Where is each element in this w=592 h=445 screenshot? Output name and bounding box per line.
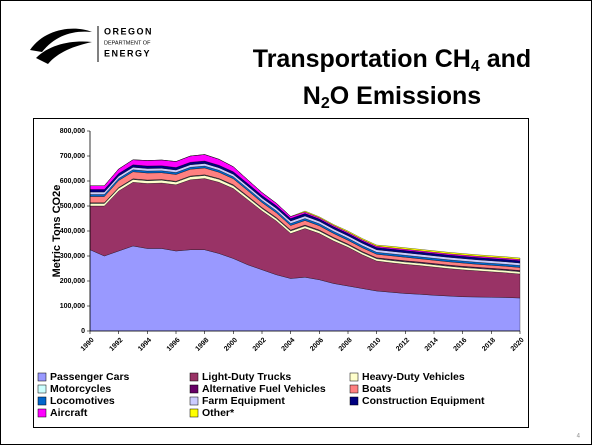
y-tick-label: 0 <box>81 328 85 335</box>
legend-label: Other* <box>202 407 235 419</box>
y-axis-label: Metric Tons CO2e <box>51 185 63 278</box>
legend-swatch <box>37 372 47 382</box>
legend-label: Light-Duty Trucks <box>202 371 291 383</box>
chart: 0 100,000 200,000 300,000 400,000 500,000 600,… <box>37 128 526 419</box>
slide-title: Transportation CH4 and <box>253 45 531 76</box>
y-tick-label: 200,000 <box>60 278 85 285</box>
slide-title: N2O Emissions <box>303 82 481 113</box>
logo-text: ENERGY <box>104 48 151 58</box>
legend-swatch <box>349 372 359 382</box>
y-tick-label: 500,000 <box>60 203 85 210</box>
legend-label: Farm Equipment <box>202 395 285 407</box>
legend-swatch <box>37 396 47 406</box>
legend-swatch <box>349 384 359 394</box>
legend-label: Passenger Cars <box>50 371 130 383</box>
logo-text: OREGON <box>104 26 153 36</box>
area <box>90 154 521 260</box>
y-tick-label: 800,000 <box>60 128 85 135</box>
legend-swatch <box>189 384 199 394</box>
logo-text: DEPARTMENT OF <box>104 40 151 46</box>
legend-label: Motorcycles <box>50 383 111 395</box>
title-text: O Emissions <box>330 82 481 110</box>
legend-label: Boats <box>362 383 391 395</box>
y-tick-label: 100,000 <box>60 303 85 310</box>
title-text: and <box>480 45 531 73</box>
title-sub: 4 <box>471 58 480 75</box>
title-text: Transportation CH <box>253 45 471 73</box>
y-tick-label: 300,000 <box>60 253 85 260</box>
logo-swoosh <box>36 41 92 64</box>
title-sub: 2 <box>321 95 330 112</box>
legend-swatch <box>37 384 47 394</box>
legend-swatch <box>189 396 199 406</box>
legend-swatch <box>189 408 199 418</box>
legend-swatch <box>37 408 47 418</box>
y-tick-label: 600,000 <box>60 178 85 185</box>
logo: OREGON DEPARTMENT OF ENERGY <box>30 26 153 64</box>
legend-swatch <box>189 372 199 382</box>
y-tick-label: 700,000 <box>60 153 85 160</box>
title-text: N <box>303 82 321 110</box>
logo-swoosh <box>30 28 92 52</box>
legend-label: Aircraft <box>50 407 88 419</box>
legend-label: Heavy-Duty Vehicles <box>362 371 465 383</box>
page-number: 4 <box>577 434 581 440</box>
legend-label: Locomotives <box>50 395 115 407</box>
legend-label: Construction Equipment <box>362 395 485 407</box>
legend-swatch <box>349 396 359 406</box>
y-tick-label: 400,000 <box>60 228 85 235</box>
legend-label: Alternative Fuel Vehicles <box>202 383 326 395</box>
